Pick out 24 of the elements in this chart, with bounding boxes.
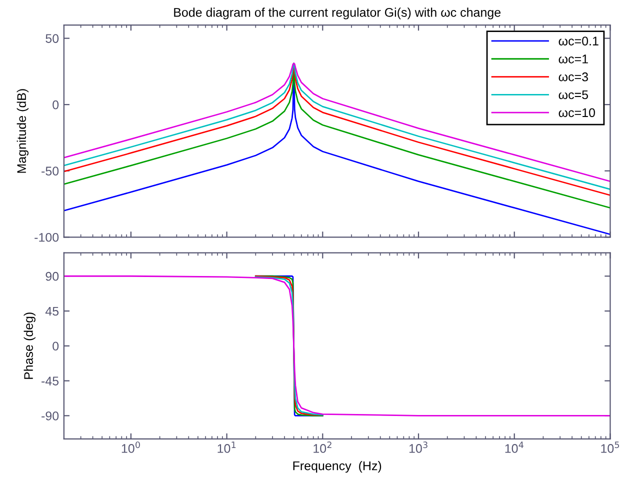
- y-tick-label: -90: [42, 411, 59, 420]
- y-tick-label: -50: [42, 166, 59, 176]
- y-tick-label: 0: [52, 100, 59, 110]
- y-tick-label: 45: [45, 306, 59, 316]
- x-tick-label: 10$^{1}$: [218, 442, 236, 453]
- x-tick-label: 10$^{4}$: [505, 442, 524, 453]
- legend-label: ωc=0.1: [558, 36, 598, 46]
- x-tick-label: 10$^{5}$: [601, 442, 620, 453]
- x-tick-label: 10$^{2}$: [314, 442, 332, 453]
- y-tick-label: 90: [46, 272, 59, 281]
- x-axis-title: Frequency (Hz): [293, 461, 382, 473]
- y-tick-label: 0: [52, 342, 59, 351]
- legend-label: ωc=1: [558, 54, 588, 64]
- y-tick-label: -45: [42, 376, 59, 386]
- y-axis-title: Magnitude (dB): [16, 89, 28, 173]
- y-tick-label: 50: [46, 34, 59, 43]
- chart-title: Bode diagram of the current regulator Gi(s) with ωc change: [174, 8, 501, 20]
- legend-label: ωc=10: [558, 108, 595, 118]
- x-tick-label: 10$^{3}$: [409, 442, 428, 453]
- legend-label: ωc=3: [558, 72, 588, 82]
- y-axis-title: Phase (deg): [24, 312, 36, 379]
- x-tick-label: 10$^{0}$: [122, 442, 140, 453]
- y-tick-label: -100: [34, 232, 59, 242]
- legend-label: ωc=5: [558, 90, 588, 100]
